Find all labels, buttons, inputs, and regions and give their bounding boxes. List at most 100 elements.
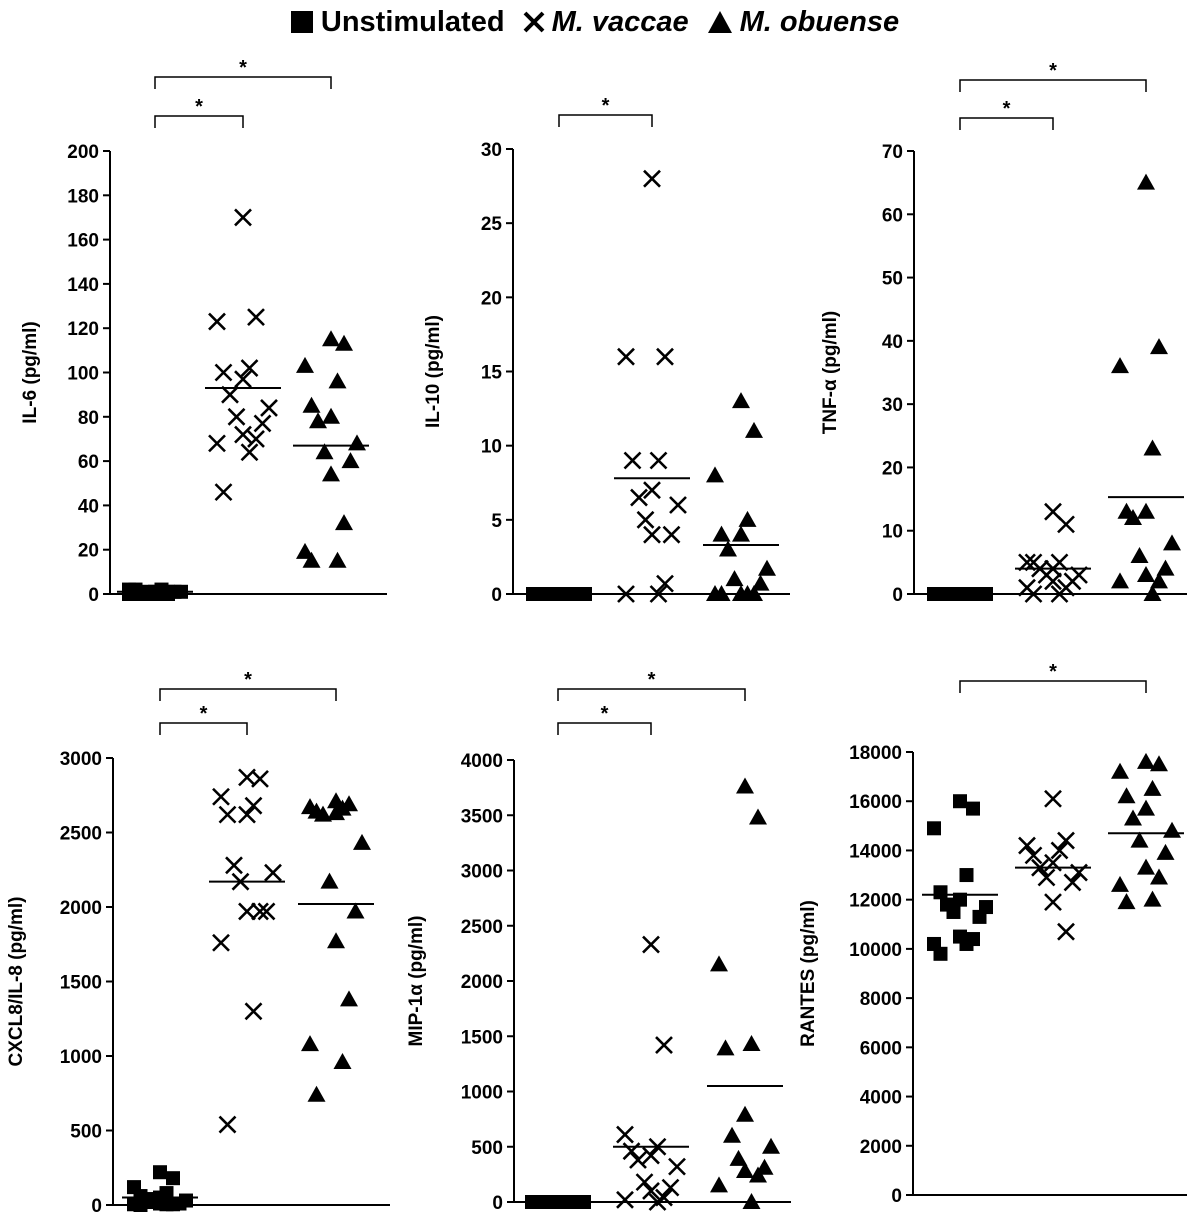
significance-bracket — [558, 114, 653, 127]
data-point — [240, 359, 259, 377]
data-point — [736, 777, 754, 794]
chart-panel: 0 500 1000 1500 2000 2500 3000 CXCL8/IL-8 (pg/m… — [6, 669, 390, 1215]
data-point — [309, 412, 327, 429]
data-group — [922, 794, 998, 961]
data-point — [927, 821, 941, 836]
y-tick-label: 20 — [78, 541, 99, 562]
data-point — [1057, 922, 1075, 941]
data-group — [1015, 502, 1091, 603]
y-tick-label: 40 — [78, 496, 99, 517]
data-group — [613, 935, 689, 1211]
data-point — [264, 863, 282, 882]
data-point — [719, 540, 737, 557]
data-point — [736, 1162, 754, 1179]
significance-star: * — [195, 96, 203, 118]
data-point — [712, 525, 731, 542]
y-tick-label: 3000 — [461, 862, 503, 883]
data-point — [642, 935, 660, 954]
data-group — [117, 582, 193, 601]
y-tick-label: 4000 — [860, 1088, 902, 1109]
y-tick-label: 2000 — [860, 1137, 902, 1158]
chart-panel: 0 500 1000 1500 2000 2500 3000 3500 4000 MIP-1α (… — [406, 669, 791, 1214]
data-point — [732, 392, 750, 409]
significance-bracket — [959, 117, 1054, 130]
data-point — [723, 1126, 741, 1143]
data-point — [966, 801, 980, 816]
legend-item-m-obuense: M. obuense — [707, 5, 900, 39]
data-point — [1143, 779, 1162, 796]
significance-star: * — [1049, 661, 1057, 683]
data-point — [212, 933, 230, 952]
data-point — [738, 510, 757, 527]
data-point — [1150, 338, 1168, 355]
y-tick-label: 30 — [882, 395, 903, 416]
y-tick-label: 0 — [492, 1193, 503, 1214]
data-point — [353, 833, 371, 850]
data-point — [296, 356, 314, 373]
significance-star: * — [1003, 98, 1011, 120]
data-point — [166, 1171, 180, 1186]
data-point — [1163, 534, 1181, 551]
data-point — [341, 452, 360, 469]
y-tick-label: 0 — [491, 585, 502, 606]
data-point — [322, 465, 340, 482]
data-point — [745, 421, 763, 438]
y-axis-label: IL-10 (pg/ml) — [423, 315, 444, 428]
data-point — [649, 585, 668, 603]
data-point — [629, 1151, 647, 1169]
data-point — [1143, 890, 1162, 907]
data-point — [751, 574, 770, 591]
y-tick-label: 1500 — [461, 1027, 503, 1048]
data-point — [221, 385, 239, 404]
data-point — [1137, 502, 1155, 519]
data-point — [643, 169, 661, 188]
y-tick-label: 2000 — [461, 972, 503, 993]
data-group — [707, 777, 783, 1209]
y-axis-label: MIP-1α (pg/ml) — [406, 916, 427, 1047]
y-tick-label: 60 — [78, 452, 99, 473]
data-point — [247, 308, 265, 327]
data-point — [133, 1198, 148, 1212]
data-point — [946, 904, 961, 919]
data-point — [933, 946, 948, 961]
y-tick-label: 30 — [481, 140, 502, 161]
legend-label-unstimulated: Unstimulated — [320, 5, 505, 38]
significance-bracket — [159, 722, 248, 735]
data-point — [1057, 515, 1075, 534]
x-marker-icon — [523, 10, 545, 34]
data-point — [1150, 572, 1168, 589]
significance-bracket — [959, 79, 1147, 92]
data-point — [225, 856, 243, 875]
significance-star: * — [200, 703, 208, 725]
data-point — [648, 1193, 667, 1211]
data-point — [655, 1036, 673, 1055]
data-point — [208, 434, 226, 453]
data-point — [1117, 787, 1136, 804]
y-axis-label: TNF-α (pg/ml) — [820, 311, 841, 435]
data-point — [1024, 585, 1043, 603]
data-point — [1111, 572, 1129, 589]
data-point — [1037, 868, 1056, 887]
y-axis-label: RANTES (pg/ml) — [798, 900, 819, 1047]
data-point — [1137, 173, 1155, 190]
y-tick-label: 10000 — [849, 940, 902, 961]
data-point — [251, 902, 269, 921]
data-point — [712, 585, 731, 601]
data-point — [1018, 836, 1036, 855]
data-point — [247, 430, 265, 448]
data-point — [1124, 509, 1142, 526]
data-point — [348, 434, 366, 451]
data-point — [212, 787, 230, 806]
data-point — [668, 1157, 686, 1176]
data-point — [302, 396, 321, 413]
y-tick-label: 4000 — [461, 751, 503, 772]
legend-label-m-obuense: M. obuense — [739, 5, 900, 38]
data-point — [340, 990, 358, 1007]
y-tick-label: 5 — [491, 511, 502, 532]
chart-panel: 0 2000 4000 6000 8000 10000 12000 14000 16000 180… — [798, 661, 1187, 1207]
data-point — [1156, 559, 1175, 576]
data-group — [922, 587, 998, 601]
y-tick-label: 180 — [67, 186, 99, 207]
data-point — [933, 885, 948, 900]
